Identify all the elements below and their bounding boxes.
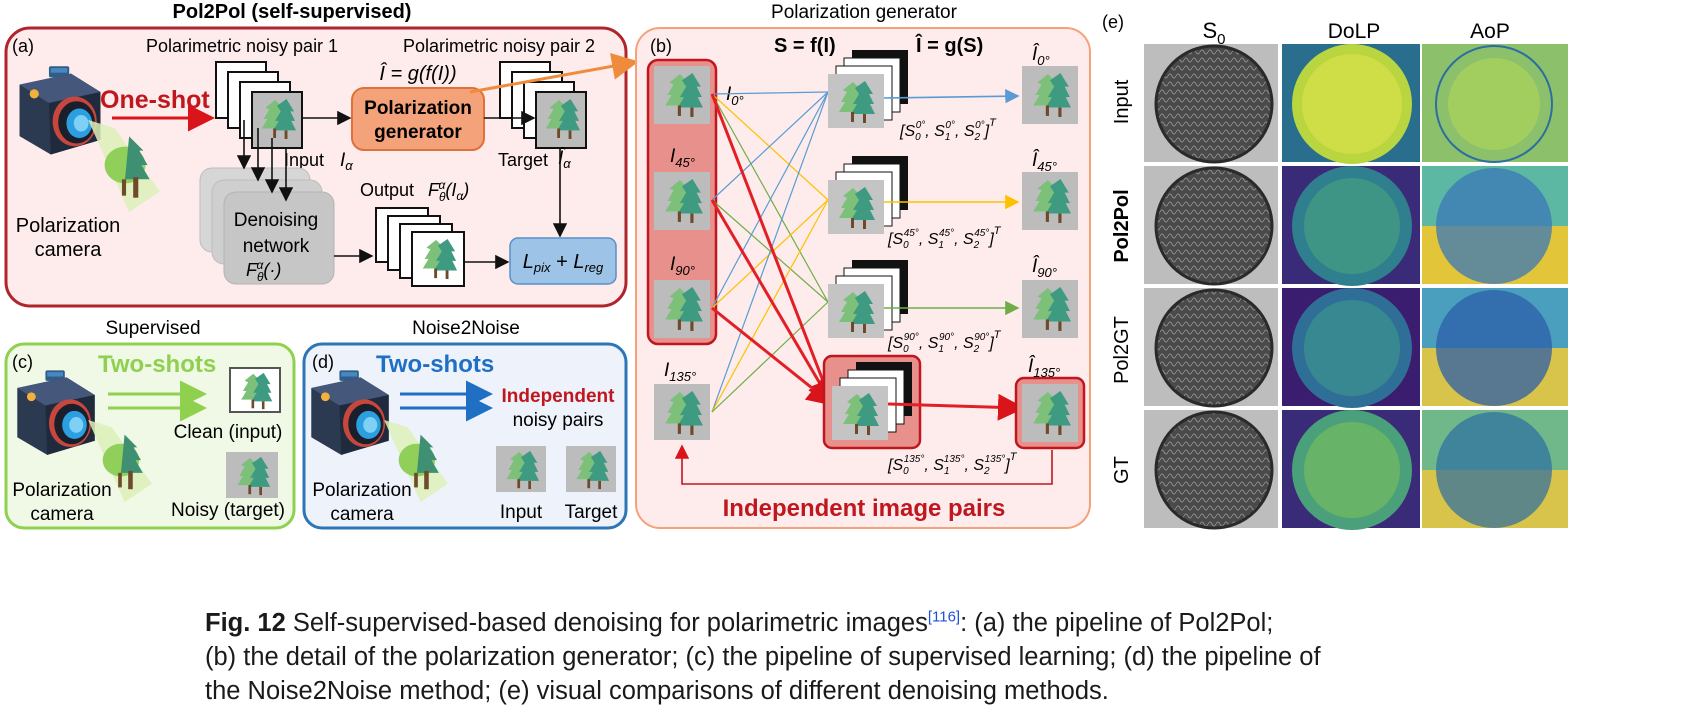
camera-d-label-1: Polarization xyxy=(312,480,411,501)
panel-e-tag: (e) xyxy=(1102,12,1124,32)
row-input: Input xyxy=(1111,79,1133,124)
input-symbol: Iα xyxy=(340,150,353,173)
camera-d-label-2: camera xyxy=(330,504,394,525)
generator-label-1: Polarization xyxy=(364,98,472,119)
independent-label: Independent xyxy=(502,386,616,407)
output-label-135: Î135° xyxy=(1028,355,1060,380)
input-label-135: I135° xyxy=(664,360,696,384)
output-image-45 xyxy=(1022,172,1078,230)
col-dolp: DoLP xyxy=(1328,20,1381,43)
stokes-stack-135 xyxy=(832,362,912,440)
panel-c-header: Supervised xyxy=(105,318,200,339)
camera-a-label-1: Polarization xyxy=(16,215,121,237)
highlight-red-lines xyxy=(710,93,836,407)
clean-image xyxy=(229,367,281,413)
target-symbol: Îα xyxy=(558,147,571,171)
output-symbol: Fθα(Iα) xyxy=(428,178,469,204)
input-image-0 xyxy=(654,66,710,124)
input-image-90 xyxy=(654,280,710,338)
one-shot-label: One-shot xyxy=(100,86,210,114)
stokes-stack-0 xyxy=(828,50,908,128)
panel-d-two-shots: Two-shots xyxy=(376,351,494,378)
figure-canvas: Pol2Pol (self-supervised) (a) Polarimetr… xyxy=(4,1,1568,530)
generator-box xyxy=(351,87,485,151)
eq-left: S = f(I) xyxy=(774,35,836,57)
input-label-0: I0° xyxy=(726,84,744,108)
caption-text-2: : (a) the pipeline of Pol2Pol; xyxy=(960,609,1274,637)
noisy-pair-2-stack xyxy=(499,61,587,149)
row-pol2gt: Pol2GT xyxy=(1111,316,1133,384)
figure-caption: Fig. 12 Self-supervised-based denoising … xyxy=(205,606,1665,708)
caption-line-3: the Noise2Noise method; (e) visual compa… xyxy=(205,677,1109,705)
noisy-pair-2-label: Polarimetric noisy pair 2 xyxy=(403,36,595,56)
connection-lines xyxy=(711,91,829,413)
input-label-90: I90° xyxy=(670,254,695,278)
output-label-0: Î0° xyxy=(1032,43,1050,68)
target-label: Target xyxy=(498,150,548,170)
col-aop: AoP xyxy=(1470,20,1510,43)
stokes-stack-90 xyxy=(828,260,908,338)
caption-reference[interactable]: [116] xyxy=(927,608,961,626)
panel-a-tag: (a) xyxy=(12,36,34,56)
output-image-135 xyxy=(1022,384,1078,442)
image-grid xyxy=(1144,44,1568,530)
panel-d-tag: (d) xyxy=(312,352,334,372)
output-stack xyxy=(375,207,465,287)
caption-line-2: (b) the detail of the polarization gener… xyxy=(205,643,1321,671)
camera-c-label-1: Polarization xyxy=(12,480,111,501)
d-input-label: Input xyxy=(500,502,543,523)
col-s0: S0 xyxy=(1202,18,1225,48)
d-target-label: Target xyxy=(565,502,619,523)
output-label-90: Î90° xyxy=(1032,255,1057,280)
out-arrow-135 xyxy=(887,393,1025,421)
noisy-pairs-label: noisy pairs xyxy=(513,410,604,431)
panel-a-title: Pol2Pol (self-supervised) xyxy=(173,1,412,23)
noisy-label: Noisy (target) xyxy=(171,500,285,521)
row-pol2pol: Pol2Pol xyxy=(1111,189,1133,262)
panel-b-footer: Independent image pairs xyxy=(723,495,1006,522)
loss-formula: Lpix + Lreg xyxy=(523,251,604,275)
output-label-45: Î45° xyxy=(1032,149,1057,174)
network-label-1: Denoising xyxy=(234,210,319,231)
generator-equation: Î = g(f(I)) xyxy=(379,62,456,85)
noisy-pair-1-stack xyxy=(215,61,303,149)
loss-box xyxy=(509,237,617,285)
caption-fig-label: Fig. 12 xyxy=(205,609,286,637)
caption-text-1: Self-supervised-based denoising for pola… xyxy=(285,609,928,637)
panel-b-tag: (b) xyxy=(650,36,672,56)
panel-c-two-shots: Two-shots xyxy=(98,351,216,378)
panel-b-header: Polarization generator xyxy=(771,2,958,23)
row-gt: GT xyxy=(1111,456,1133,484)
network-label-2: network xyxy=(243,236,310,257)
output-label: Output xyxy=(360,180,414,200)
caption-line-1: Fig. 12 Self-supervised-based denoising … xyxy=(205,606,1665,640)
feedback-loop xyxy=(674,444,1053,485)
input-image-45 xyxy=(654,172,710,230)
camera-a-label-2: camera xyxy=(35,239,103,261)
generator-to-panel-b-arrow xyxy=(469,52,639,94)
panel-c-tag: (c) xyxy=(12,352,33,372)
out-arrow-0 xyxy=(883,88,1020,104)
clean-label: Clean (input) xyxy=(174,422,283,443)
panel-d-header: Noise2Noise xyxy=(412,318,520,339)
noisy-pair-1-label: Polarimetric noisy pair 1 xyxy=(146,36,338,56)
input-label-45: I45° xyxy=(670,146,695,170)
input-image-135 xyxy=(654,384,710,440)
input-label: Input xyxy=(284,150,324,170)
camera-c-label-2: camera xyxy=(30,504,94,525)
eq-right: Î = g(S) xyxy=(915,33,983,57)
output-image-0 xyxy=(1022,66,1078,124)
stokes-stack-45 xyxy=(828,156,908,234)
network-symbol: Fθα(·) xyxy=(246,258,281,284)
output-image-90 xyxy=(1022,280,1078,338)
generator-label-2: generator xyxy=(374,122,462,143)
